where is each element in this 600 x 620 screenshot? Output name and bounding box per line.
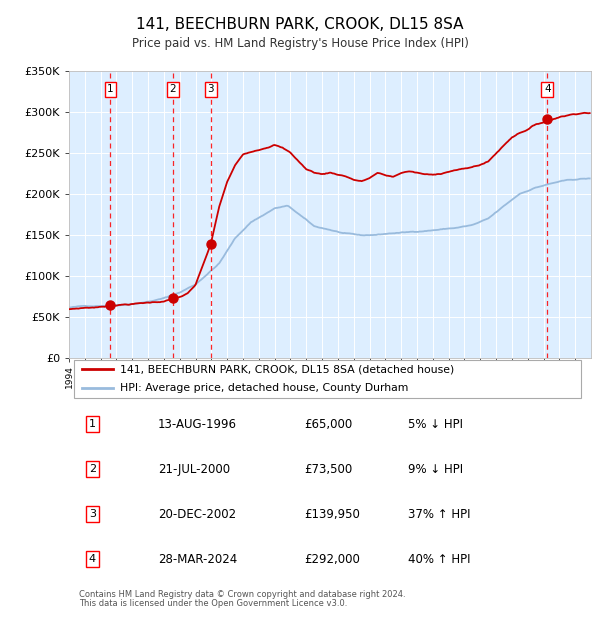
Text: £139,950: £139,950 [304,508,360,521]
FancyBboxPatch shape [74,360,581,398]
Text: 37% ↑ HPI: 37% ↑ HPI [409,508,471,521]
Text: 40% ↑ HPI: 40% ↑ HPI [409,553,471,566]
Text: 1: 1 [89,419,96,429]
Text: Contains HM Land Registry data © Crown copyright and database right 2024.: Contains HM Land Registry data © Crown c… [79,590,406,599]
Text: This data is licensed under the Open Government Licence v3.0.: This data is licensed under the Open Gov… [79,600,348,608]
Text: 141, BEECHBURN PARK, CROOK, DL15 8SA: 141, BEECHBURN PARK, CROOK, DL15 8SA [136,17,464,32]
Text: 2: 2 [169,84,176,94]
Text: £65,000: £65,000 [304,417,352,430]
Text: Price paid vs. HM Land Registry's House Price Index (HPI): Price paid vs. HM Land Registry's House … [131,37,469,50]
Text: 13-AUG-1996: 13-AUG-1996 [158,417,237,430]
Text: 28-MAR-2024: 28-MAR-2024 [158,553,237,566]
Text: 9% ↓ HPI: 9% ↓ HPI [409,463,463,476]
Text: 3: 3 [89,509,96,520]
Text: 3: 3 [208,84,214,94]
Text: 141, BEECHBURN PARK, CROOK, DL15 8SA (detached house): 141, BEECHBURN PARK, CROOK, DL15 8SA (de… [120,365,454,374]
Text: £73,500: £73,500 [304,463,352,476]
Text: 1: 1 [107,84,114,94]
Text: HPI: Average price, detached house, County Durham: HPI: Average price, detached house, Coun… [120,383,409,393]
Text: 4: 4 [544,84,551,94]
Text: 20-DEC-2002: 20-DEC-2002 [158,508,236,521]
Text: 21-JUL-2000: 21-JUL-2000 [158,463,230,476]
Text: 4: 4 [89,554,96,564]
Text: £292,000: £292,000 [304,553,360,566]
Text: 2: 2 [89,464,96,474]
Text: 5% ↓ HPI: 5% ↓ HPI [409,417,463,430]
